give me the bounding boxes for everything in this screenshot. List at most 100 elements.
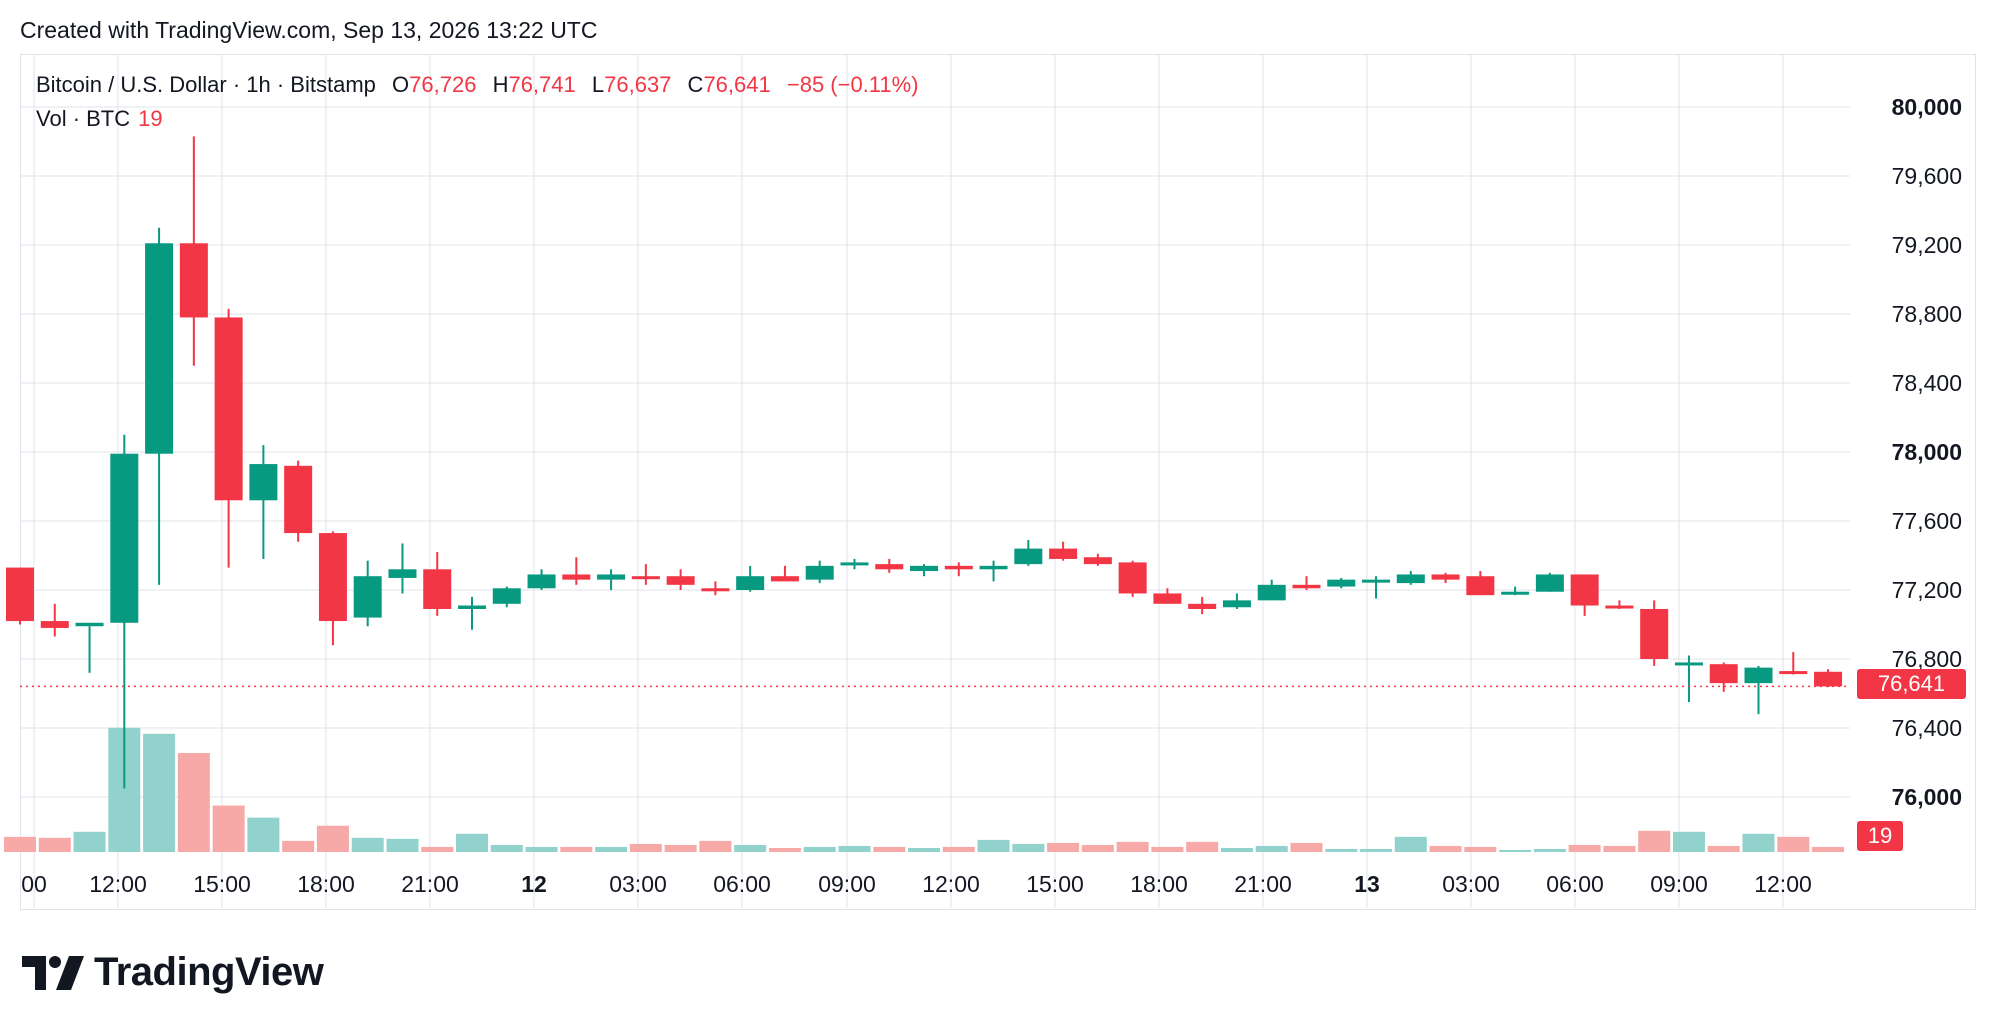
candle [1222, 593, 1251, 609]
volume-bar [595, 846, 628, 852]
candle-body [770, 576, 799, 582]
candle [944, 562, 973, 577]
candle [631, 564, 660, 585]
candle-body [1431, 574, 1460, 580]
candle [562, 557, 591, 585]
volume-bar [525, 846, 558, 852]
last-volume-tag: 19 [1857, 821, 1903, 851]
candle-body [1222, 600, 1251, 608]
chart-caption: Created with TradingView.com, Sep 13, 20… [20, 17, 598, 43]
candle-body [805, 565, 834, 580]
symbol-legend: Bitcoin / U.S. Dollar · 1h · Bitstamp O7… [36, 72, 919, 98]
x-tick-label: 09:00 [818, 871, 876, 897]
candle-body [1709, 664, 1738, 684]
tradingview-logo-icon [22, 955, 84, 990]
candle [597, 569, 626, 590]
x-tick-label: 12:00 [89, 871, 147, 897]
candle-body [1814, 671, 1843, 687]
chart-panel[interactable] [20, 54, 1976, 910]
volume-bar [386, 838, 419, 852]
candle-body [527, 574, 556, 589]
candle [1362, 576, 1391, 599]
candle-body [1014, 548, 1043, 565]
candle [145, 227, 174, 585]
candle [40, 603, 69, 637]
candle [1049, 541, 1078, 561]
high-value: 76,741 [508, 72, 576, 97]
volume-bar [73, 831, 106, 852]
candle-body [562, 574, 591, 580]
candle [423, 552, 452, 616]
volume-bar [1672, 831, 1705, 852]
candle-body [1362, 579, 1391, 583]
volume-bar [456, 833, 489, 852]
volume-bar [38, 837, 71, 852]
candle [1257, 579, 1286, 601]
volume-bar [1186, 841, 1219, 852]
y-tick-label: 79,200 [1892, 232, 1962, 258]
candle [1640, 600, 1669, 666]
candle-body [458, 605, 487, 609]
x-tick-label: 15:00 [1026, 871, 1084, 897]
candle-body [492, 588, 521, 604]
candle [1744, 665, 1773, 715]
x-tick-label: 06:00 [713, 871, 771, 897]
candle-body [1466, 576, 1495, 596]
volume-bar [629, 843, 662, 852]
candle [214, 308, 243, 568]
x-tick-label: 13 [1354, 871, 1380, 897]
candle [979, 560, 1008, 582]
candle [1327, 577, 1356, 589]
candle [1814, 669, 1843, 688]
time-axis: 00 12:00 15:00 18:00 21:00 12 03:00 06:00 09:00 1… [21, 871, 1812, 897]
candle [1431, 572, 1460, 584]
volume-bar [1638, 830, 1671, 852]
y-tick-label: 76,000 [1892, 784, 1962, 810]
candle-body [910, 565, 939, 572]
candle-body [1049, 548, 1078, 559]
volume-bar [768, 847, 801, 852]
x-tick-label: 18:00 [297, 871, 355, 897]
candle-body [631, 576, 660, 580]
volume-bar [942, 846, 975, 852]
volume-bar [1777, 836, 1810, 852]
volume-bar [1499, 849, 1532, 852]
open-value: 76,726 [409, 72, 477, 97]
tradingview-brand[interactable]: TradingView [22, 950, 324, 995]
candle-body [318, 533, 347, 622]
candle [1083, 553, 1112, 566]
volume-bar [1568, 844, 1601, 852]
candle [1674, 655, 1703, 703]
low-value: 76,637 [604, 72, 672, 97]
symbol-title: Bitcoin / U.S. Dollar · 1h · Bitstamp [36, 72, 376, 97]
candle-body [284, 465, 313, 534]
volume-bar [1325, 848, 1358, 852]
candle-body [179, 243, 208, 318]
candle [527, 569, 556, 590]
volume-bar [977, 839, 1010, 852]
chart-grid [20, 54, 1850, 908]
candle-body [1327, 579, 1356, 587]
volume-bar [1707, 845, 1740, 852]
volume-bars [4, 727, 1845, 852]
candle-body [249, 464, 278, 501]
candle-body [1605, 605, 1634, 609]
volume-bar [143, 733, 176, 852]
candle [1605, 600, 1634, 609]
candle-body [944, 565, 973, 570]
price-candles [6, 136, 1843, 789]
high-label: H [492, 72, 509, 97]
candle [875, 558, 904, 573]
candle-body [1292, 584, 1321, 589]
candle-body [666, 576, 695, 585]
x-tick-label: 03:00 [609, 871, 667, 897]
x-tick-label: 12:00 [1754, 871, 1812, 897]
candle-body [1640, 608, 1669, 659]
volume-bar [1742, 833, 1775, 852]
candle [1570, 574, 1599, 616]
candle-body [75, 622, 104, 627]
volume-bar [838, 845, 871, 852]
volume-bar [1220, 847, 1253, 852]
volume-bar [803, 846, 836, 852]
